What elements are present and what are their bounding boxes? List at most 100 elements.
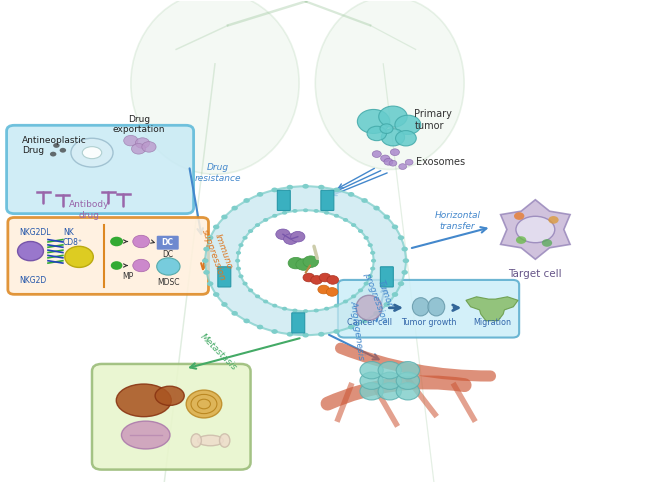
Circle shape bbox=[378, 383, 401, 400]
Circle shape bbox=[236, 251, 241, 255]
Text: Primary
tumor: Primary tumor bbox=[414, 109, 452, 131]
Circle shape bbox=[111, 261, 122, 270]
Circle shape bbox=[142, 142, 156, 152]
Text: Antineoplastic
Drug: Antineoplastic Drug bbox=[22, 136, 87, 155]
Circle shape bbox=[110, 237, 123, 246]
Circle shape bbox=[242, 282, 248, 285]
Text: Target cell: Target cell bbox=[508, 269, 562, 279]
Ellipse shape bbox=[83, 147, 101, 158]
Circle shape bbox=[202, 258, 209, 263]
Circle shape bbox=[395, 115, 421, 134]
FancyArrowPatch shape bbox=[328, 383, 465, 404]
Circle shape bbox=[402, 258, 409, 263]
Ellipse shape bbox=[412, 298, 429, 316]
Circle shape bbox=[542, 239, 552, 247]
Text: MP: MP bbox=[122, 272, 133, 281]
Wedge shape bbox=[205, 186, 406, 335]
Circle shape bbox=[384, 158, 393, 165]
Circle shape bbox=[263, 218, 268, 222]
Circle shape bbox=[236, 267, 241, 270]
Ellipse shape bbox=[131, 0, 299, 174]
Circle shape bbox=[303, 309, 308, 313]
Circle shape bbox=[257, 325, 263, 329]
Circle shape bbox=[368, 274, 373, 278]
Text: Antibody
drug: Antibody drug bbox=[68, 200, 109, 220]
Circle shape bbox=[399, 164, 406, 170]
Circle shape bbox=[276, 229, 290, 240]
Circle shape bbox=[243, 318, 250, 323]
Circle shape bbox=[334, 304, 339, 308]
Circle shape bbox=[368, 243, 373, 247]
Text: MDSC: MDSC bbox=[157, 278, 179, 286]
Circle shape bbox=[213, 292, 220, 297]
Circle shape bbox=[314, 209, 318, 213]
Text: Exosomes: Exosomes bbox=[415, 157, 465, 167]
Ellipse shape bbox=[220, 434, 230, 447]
Circle shape bbox=[358, 110, 390, 133]
Circle shape bbox=[384, 214, 390, 219]
Text: Drug
resistance: Drug resistance bbox=[195, 163, 241, 183]
Circle shape bbox=[60, 148, 66, 153]
Circle shape bbox=[248, 229, 254, 233]
Circle shape bbox=[231, 206, 238, 211]
FancyBboxPatch shape bbox=[92, 364, 250, 469]
Text: NK
CD8⁺: NK CD8⁺ bbox=[63, 228, 83, 247]
Circle shape bbox=[398, 235, 404, 240]
Circle shape bbox=[360, 372, 384, 389]
Circle shape bbox=[207, 281, 213, 286]
FancyBboxPatch shape bbox=[278, 190, 291, 211]
Circle shape bbox=[255, 295, 260, 298]
Circle shape bbox=[514, 212, 525, 220]
Circle shape bbox=[203, 270, 210, 275]
Circle shape bbox=[361, 198, 368, 203]
Circle shape bbox=[239, 274, 244, 278]
Circle shape bbox=[378, 372, 401, 389]
Circle shape bbox=[271, 187, 278, 192]
Circle shape bbox=[396, 362, 419, 379]
Circle shape bbox=[373, 206, 380, 211]
Circle shape bbox=[65, 246, 94, 268]
Ellipse shape bbox=[71, 138, 113, 167]
Circle shape bbox=[207, 235, 213, 240]
Circle shape bbox=[351, 223, 356, 227]
Circle shape bbox=[343, 299, 348, 303]
Circle shape bbox=[360, 383, 384, 400]
Circle shape bbox=[271, 329, 278, 334]
Ellipse shape bbox=[315, 0, 464, 170]
FancyBboxPatch shape bbox=[6, 125, 194, 213]
Circle shape bbox=[370, 251, 375, 255]
FancyBboxPatch shape bbox=[157, 236, 179, 250]
Circle shape bbox=[326, 287, 338, 296]
Circle shape bbox=[392, 292, 398, 297]
Circle shape bbox=[343, 218, 348, 222]
Circle shape bbox=[391, 149, 400, 156]
Circle shape bbox=[392, 225, 398, 229]
Circle shape bbox=[302, 333, 309, 338]
Circle shape bbox=[370, 267, 375, 270]
Text: Tumor
progression: Tumor progression bbox=[362, 267, 398, 324]
Text: Horizontal
transfer: Horizontal transfer bbox=[435, 211, 481, 230]
FancyBboxPatch shape bbox=[292, 313, 305, 333]
Circle shape bbox=[131, 143, 146, 154]
Ellipse shape bbox=[428, 298, 445, 316]
Circle shape bbox=[303, 273, 315, 282]
Circle shape bbox=[380, 124, 393, 133]
Circle shape bbox=[378, 362, 401, 379]
FancyBboxPatch shape bbox=[380, 267, 393, 287]
Circle shape bbox=[288, 257, 304, 269]
Circle shape bbox=[327, 276, 339, 284]
Circle shape bbox=[133, 235, 150, 248]
Text: Angiogenesis: Angiogenesis bbox=[348, 299, 366, 360]
Circle shape bbox=[50, 152, 57, 156]
Text: Immuno
suppression: Immuno suppression bbox=[200, 224, 237, 282]
Text: NKG2D: NKG2D bbox=[20, 276, 47, 284]
Ellipse shape bbox=[198, 435, 224, 446]
Circle shape bbox=[18, 242, 44, 261]
Circle shape bbox=[333, 187, 340, 192]
Circle shape bbox=[371, 259, 376, 263]
Text: Migration: Migration bbox=[473, 318, 511, 327]
Circle shape bbox=[381, 155, 390, 162]
Circle shape bbox=[242, 236, 248, 240]
FancyBboxPatch shape bbox=[218, 267, 231, 287]
Ellipse shape bbox=[356, 295, 382, 320]
